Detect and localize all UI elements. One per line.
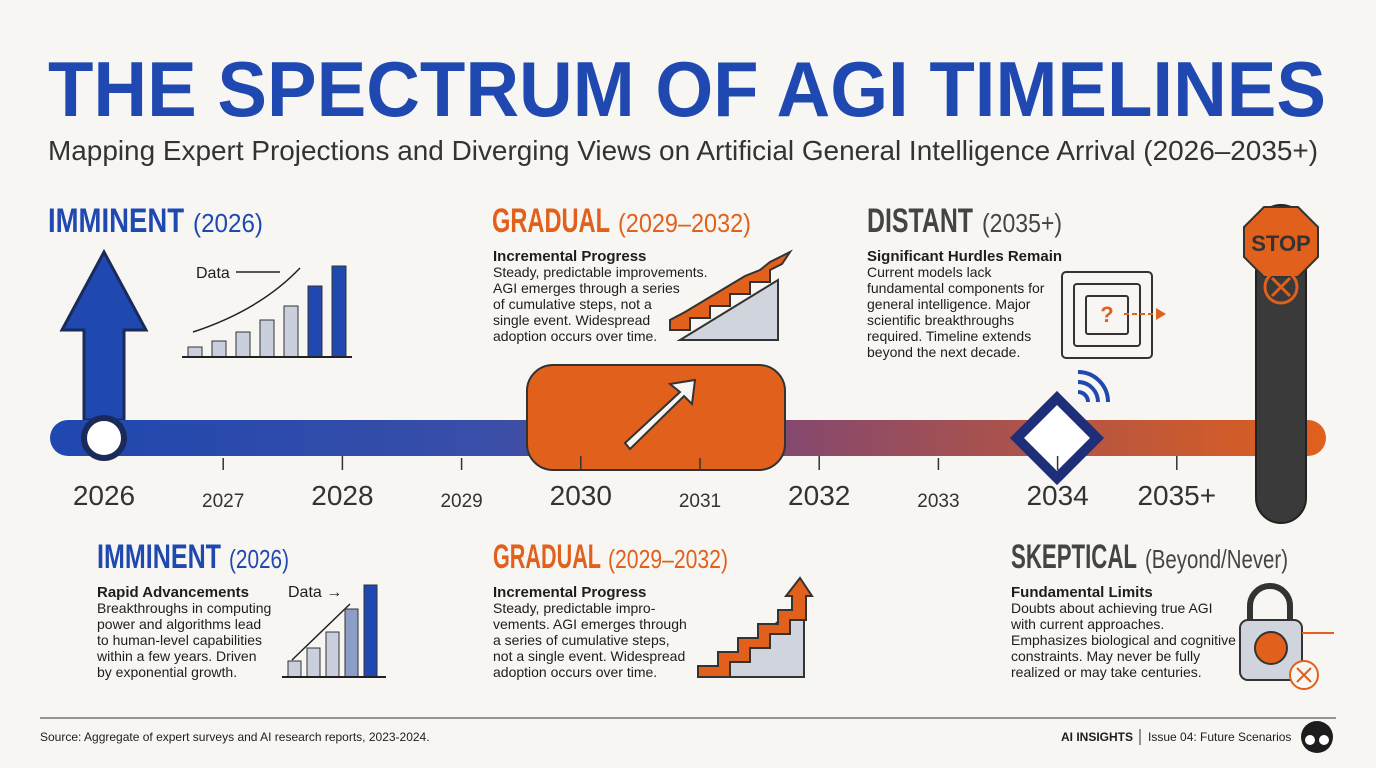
body-line: Steady, predictable improvements. [493, 264, 708, 280]
panel-subheading: Incremental Progress [493, 248, 646, 265]
body-line: adoption occurs over time. [493, 328, 657, 344]
body-line: general intelligence. Major [867, 296, 1031, 312]
panel-range: (Beyond/Never) [1145, 544, 1288, 574]
panel-heading: SKEPTICAL [1011, 538, 1137, 576]
body-line: Current models lack [867, 264, 992, 280]
stop-x [1263, 269, 1299, 305]
panel-range: (2029–2032) [608, 544, 728, 574]
brand: AI INSIGHTS [1061, 730, 1133, 744]
year-label: 2035+ [1137, 480, 1216, 511]
body-line: not a single event. Widespread [493, 648, 685, 664]
panel-heading: GRADUAL [493, 538, 601, 576]
stairs-icon [669, 249, 793, 341]
stop-sign [1243, 206, 1319, 278]
brand-logo [1301, 721, 1333, 753]
diamond-node [1009, 390, 1105, 486]
panel-body: Steady, predictable improvements.AGI eme… [493, 264, 708, 344]
year-label: 2030 [550, 480, 612, 511]
body-line: required. Timeline extends [867, 328, 1031, 344]
panel-range: (2029–2032) [618, 208, 751, 238]
body-line: scientific breakthroughs [867, 312, 1014, 328]
source: Source: Aggregate of expert surveys and … [40, 730, 430, 744]
block-arrow [623, 378, 697, 451]
lock-icon [1239, 583, 1334, 690]
body-line: a series of cumulative steps, [493, 632, 670, 648]
body-line: adoption occurs over time. [493, 664, 657, 680]
subtitle: Mapping Expert Projections and Diverging… [48, 135, 1318, 166]
panel-subheading: Incremental Progress [493, 584, 646, 601]
body-line: Emphasizes biological and cognitive [1011, 632, 1236, 648]
body-line: with current approaches. [1010, 616, 1164, 632]
timeline-node [81, 415, 127, 461]
stop-text: STOP [1251, 231, 1311, 256]
body-line: to human-level capabilities [97, 632, 262, 648]
year-label: 2033 [917, 491, 959, 512]
body-line: AGI emerges through a series [493, 280, 680, 296]
chart-label: Data → [288, 584, 342, 601]
panel-subheading: Fundamental Limits [1011, 584, 1153, 601]
panel-heading: GRADUAL [492, 202, 610, 240]
mini-chart [182, 265, 352, 358]
year-label: 2031 [679, 491, 721, 512]
year-label: 2027 [202, 491, 244, 512]
panel-range: (2026) [193, 208, 263, 238]
maze-question: ? [1100, 302, 1113, 327]
body-line: single event. Widespread [493, 312, 650, 328]
year-label: 2028 [311, 480, 373, 511]
up-arrow [59, 248, 149, 422]
body-line: realized or may take centuries. [1011, 664, 1202, 680]
body-line: vements. AGI emerges through [493, 616, 687, 632]
issue: Issue 04: Future Scenarios [1148, 730, 1291, 744]
panel-range: (2026) [229, 544, 289, 574]
panel-heading: DISTANT [867, 202, 973, 240]
mini-chart [282, 584, 386, 678]
year-label: 2034 [1026, 480, 1088, 511]
year-label: 2026 [73, 480, 135, 511]
body-line: beyond the next decade. [867, 344, 1020, 360]
body-line: by exponential growth. [97, 664, 237, 680]
panel-subheading: Rapid Advancements [97, 584, 249, 601]
stairs-icon [697, 576, 814, 678]
body-line: of cumulative steps, not a [493, 296, 652, 312]
panel-heading: IMMINENT [97, 538, 221, 576]
body-line: power and algorithms lead [97, 616, 261, 632]
year-label: 2029 [440, 491, 482, 512]
body-line: constraints. May never be fully [1011, 648, 1200, 664]
year-label: 2032 [788, 480, 850, 511]
panel-heading: IMMINENT [48, 202, 184, 240]
chart-label: Data [196, 265, 230, 282]
body-line: Steady, predictable impro- [493, 600, 656, 616]
panel-subheading: Significant Hurdles Remain [867, 248, 1062, 265]
body-line: within a few years. Driven [96, 648, 257, 664]
panel-body: Steady, predictable impro-vements. AGI e… [493, 600, 687, 680]
body-line: Breakthroughs in computing [97, 600, 271, 616]
signal-icon [1077, 370, 1110, 403]
body-line: fundamental components for [867, 280, 1045, 296]
maze-icon: ? [1061, 271, 1166, 359]
body-line: Doubts about achieving true AGI [1011, 600, 1213, 616]
title: THE SPECTRUM OF AGI TIMELINES [48, 45, 1326, 133]
stop-pole [1255, 204, 1307, 524]
panel-range: (2035+) [982, 208, 1062, 238]
